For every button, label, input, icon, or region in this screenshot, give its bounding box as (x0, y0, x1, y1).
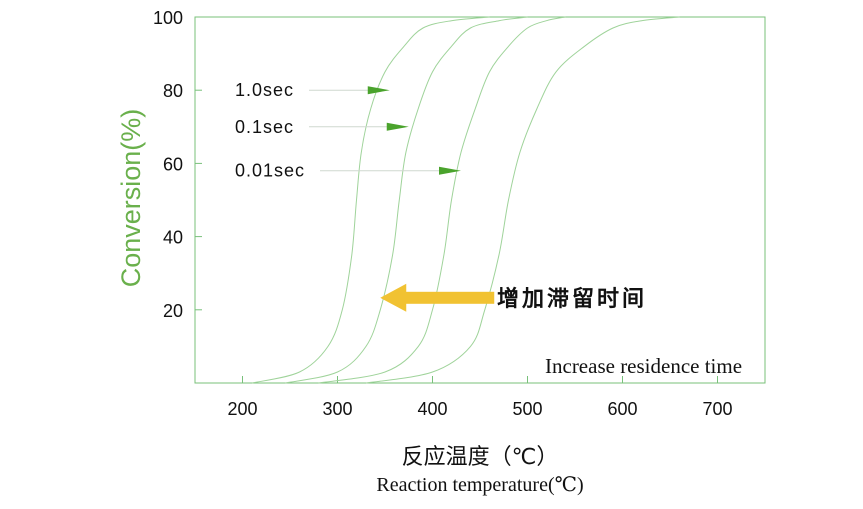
plot-axes (194, 16, 766, 384)
trend-label-zh: 增加滞留时间 (497, 286, 647, 311)
series-line-4 (365, 16, 680, 384)
series-line-2 (285, 16, 528, 384)
pointer-arrowhead (439, 166, 461, 175)
tick-labels: 200 300 400 500 600 700 20 40 60 80 100 (153, 8, 733, 419)
pointer-arrowhead (386, 122, 409, 131)
pointer-arrowhead (367, 86, 390, 95)
y-axis-label: Conversion(%) (116, 109, 146, 288)
trend-arrowhead (380, 283, 407, 312)
curve-label: 1.0sec (235, 80, 294, 100)
y-tick-label: 60 (163, 154, 183, 174)
x-axis-label: 反应温度（℃） (402, 444, 559, 469)
trend-label-en: Increase residence time (545, 354, 742, 378)
plot-frame (194, 16, 766, 384)
series-line-1 (251, 16, 490, 384)
curve-label: 0.1sec (235, 117, 294, 137)
y-tick-label: 80 (163, 81, 183, 101)
x-tick-label: 600 (607, 399, 637, 419)
x-tick-label: 300 (322, 399, 352, 419)
y-tick-label: 20 (163, 301, 183, 321)
annotations: 1.0sec 0.1sec 0.01sec 增加滞留时间 Increase reside… (235, 80, 742, 378)
series-line-3 (318, 16, 566, 384)
y-tick-label: 40 (163, 228, 183, 248)
x-axis-label-en: Reaction temperature(℃) (376, 474, 583, 496)
x-tick-label: 500 (512, 399, 542, 419)
x-tick-label: 400 (417, 399, 447, 419)
trend-arrow-shaft (404, 291, 495, 304)
conversion-curves (251, 16, 680, 384)
x-tick-label: 200 (227, 399, 257, 419)
curve-label: 0.01sec (235, 161, 305, 181)
x-tick-label: 700 (702, 399, 732, 419)
y-tick-label: 100 (153, 8, 183, 28)
